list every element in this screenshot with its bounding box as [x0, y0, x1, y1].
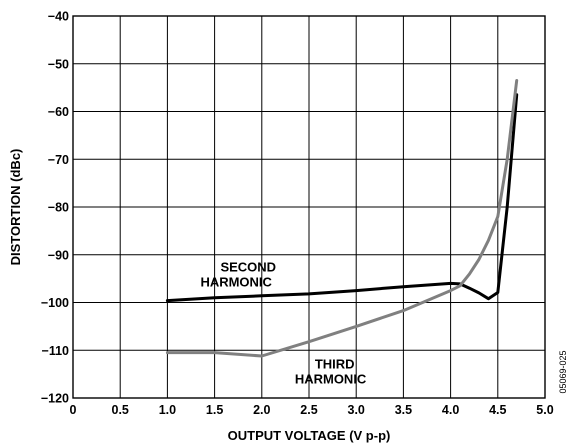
- chart-grid: [73, 16, 545, 398]
- chart-annotations: SECOND HARMONIC THIRD HARMONIC: [200, 259, 367, 386]
- third-harmonic-label: THIRD HARMONIC: [295, 356, 367, 386]
- x-tick-label: 3.0: [348, 403, 365, 417]
- y-tick-label: −50: [48, 57, 69, 71]
- y-tick-label: −100: [41, 296, 69, 310]
- second-harmonic-label: SECOND HARMONIC: [200, 259, 276, 289]
- x-tick-label: 0.5: [112, 403, 129, 417]
- y-tick-label: −110: [42, 344, 70, 358]
- y-tick-label: −90: [48, 248, 69, 262]
- x-axis-title: OUTPUT VOLTAGE (V p-p): [228, 428, 391, 443]
- x-tick-label: 1.0: [159, 403, 176, 417]
- y-tick-label: −40: [48, 10, 69, 24]
- y-tick-label: −60: [48, 105, 69, 119]
- plot-frame: [72, 15, 546, 399]
- x-tick-labels: 0 0.5 1.0 1.5 2.0 2.5 3.0 3.5 4.0 4.5 5.0: [70, 403, 554, 417]
- x-tick-label: 2.5: [300, 403, 317, 417]
- chart-series: [165, 79, 519, 358]
- x-tick-label: 4.0: [442, 403, 459, 417]
- x-tick-label: 4.5: [489, 403, 506, 417]
- y-tick-label: −80: [48, 201, 69, 215]
- x-tick-label: 2.0: [253, 403, 270, 417]
- x-tick-label: 5.0: [536, 403, 553, 417]
- second-harmonic-line: [165, 93, 519, 303]
- x-tick-label: 0: [70, 403, 77, 417]
- x-tick-label: 3.5: [395, 403, 412, 417]
- third-harmonic-line: [165, 79, 519, 358]
- y-tick-label: −120: [41, 392, 69, 406]
- y-axis-title: DISTORTION (dBc): [8, 149, 23, 266]
- figure-id: 05069-025: [558, 350, 568, 393]
- x-tick-label: 1.5: [206, 403, 223, 417]
- y-tick-label: −70: [48, 153, 69, 167]
- y-tick-labels: −40 −50 −60 −70 −80 −90 −100 −110 −120: [41, 10, 69, 406]
